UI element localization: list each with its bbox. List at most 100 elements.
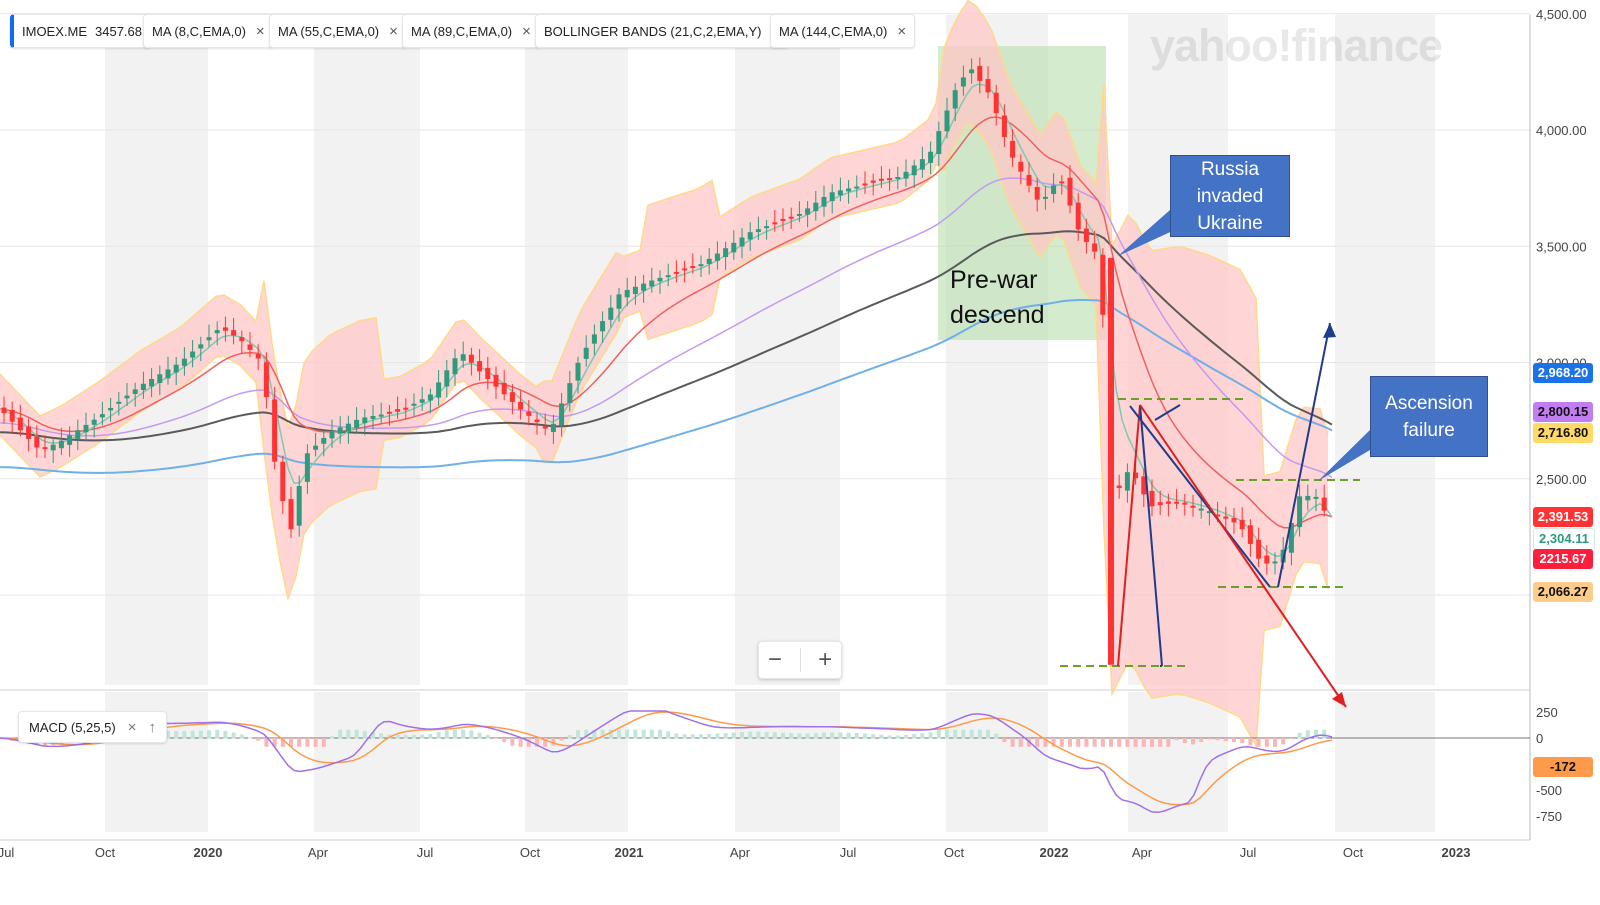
macd-histogram-bar xyxy=(617,729,621,739)
macd-histogram-bar xyxy=(674,733,679,739)
macd-histogram-bar xyxy=(1174,738,1179,741)
macd-histogram-bar xyxy=(543,738,548,747)
quarter-band-macd xyxy=(314,692,420,832)
candle-body xyxy=(723,248,729,258)
macd-histogram-bar xyxy=(723,733,728,739)
candle-body xyxy=(928,151,934,163)
candle-body xyxy=(1313,496,1319,499)
macd-pill[interactable]: MACD (5,25,5) × ↑ xyxy=(18,711,167,743)
candle-body xyxy=(362,417,368,424)
macd-histogram-bar xyxy=(1100,738,1105,747)
macd-histogram-bar xyxy=(559,738,564,741)
macd-histogram-bar xyxy=(690,734,695,739)
macd-histogram-bar xyxy=(1158,738,1163,747)
macd-histogram-bar xyxy=(362,731,367,739)
macd-histogram-bar xyxy=(682,734,687,739)
macd-histogram-bar xyxy=(1010,738,1015,747)
close-icon[interactable]: × xyxy=(389,22,398,40)
arrow-up-icon[interactable]: ↑ xyxy=(148,718,156,736)
zoom-out-button[interactable]: − xyxy=(767,646,782,673)
candle-body xyxy=(739,237,745,247)
candle-body xyxy=(1026,174,1032,186)
candle-body xyxy=(1018,161,1024,172)
candle-body xyxy=(91,419,97,425)
x-tick-label: Oct xyxy=(1343,845,1364,860)
close-icon[interactable]: × xyxy=(255,22,265,40)
close-icon[interactable]: × xyxy=(127,718,137,736)
candle-body xyxy=(895,177,901,180)
close-icon[interactable]: × xyxy=(522,22,531,40)
quarter-band-macd xyxy=(525,692,628,832)
candle-body xyxy=(993,92,999,114)
macd-histogram-bar xyxy=(584,729,589,739)
indicator-pill-ma89[interactable]: MA (89,C,EMA,0) × xyxy=(402,14,540,48)
macd-histogram-bar xyxy=(715,733,720,739)
macd-histogram-bar xyxy=(518,738,523,747)
candle-body xyxy=(985,79,991,93)
candle-body xyxy=(1,407,7,414)
x-tick-label: 2022 xyxy=(1040,845,1069,860)
indicator-pill-ma55[interactable]: MA (55,C,EMA,0) × xyxy=(269,14,407,48)
candle-body xyxy=(444,370,450,387)
candle-body xyxy=(1001,115,1007,137)
candle-body xyxy=(1165,501,1171,504)
candle-body xyxy=(805,208,811,215)
x-tick-label: 2020 xyxy=(194,845,223,860)
macd-histogram-bar xyxy=(797,733,802,739)
candle-body xyxy=(427,394,433,401)
candle-body xyxy=(1190,505,1196,508)
macd-histogram-bar xyxy=(239,734,244,739)
macd-histogram-bar xyxy=(805,733,810,739)
candle-body xyxy=(1206,511,1212,514)
candle-body xyxy=(1198,508,1204,511)
macd-y-tick: -750 xyxy=(1536,809,1562,824)
macd-histogram-bar xyxy=(748,731,753,739)
zoom-in-button[interactable]: + xyxy=(818,646,833,673)
candle-body xyxy=(460,354,466,361)
candle-body xyxy=(419,399,425,403)
macd-histogram-bar xyxy=(420,734,425,739)
x-tick-label: Jul xyxy=(840,845,857,860)
macd-histogram-bar xyxy=(576,730,580,739)
macd-histogram-bar xyxy=(477,732,482,739)
indicator-pill-ma144[interactable]: MA (144,C,EMA,0) × xyxy=(770,14,916,48)
zoom-divider xyxy=(799,648,801,672)
macd-histogram-bar xyxy=(436,732,441,739)
macd-histogram-bar xyxy=(231,732,236,739)
blue-stub2 xyxy=(1154,404,1181,421)
candle-body xyxy=(1116,485,1122,489)
candle-body xyxy=(173,364,179,373)
x-tick-label: Oct xyxy=(95,845,116,860)
macd-histogram-bar xyxy=(887,735,892,739)
candle-body xyxy=(1100,254,1106,315)
candle-body xyxy=(280,461,286,502)
macd-histogram-bar xyxy=(658,729,662,739)
price-badge: -172 xyxy=(1533,757,1593,777)
candle-body xyxy=(567,383,573,403)
macd-histogram-bar xyxy=(838,732,843,739)
macd-histogram-bar xyxy=(666,731,671,739)
macd-histogram-bar xyxy=(936,729,941,739)
macd-histogram-bar xyxy=(346,729,351,739)
candle-body xyxy=(788,216,794,219)
macd-histogram-bar xyxy=(190,730,195,739)
macd-y-tick: 0 xyxy=(1536,731,1543,746)
price-badge: 2,800.15 xyxy=(1533,402,1593,422)
x-tick-label: Apr xyxy=(308,845,329,860)
candle-body xyxy=(485,367,491,380)
indicator-pill-bollinger[interactable]: BOLLINGER BANDS (21,C,2,EMA,Y) × xyxy=(535,14,790,48)
macd-histogram-bar xyxy=(822,732,826,739)
ticker-pill[interactable]: IMOEX.ME 3457.68 xyxy=(10,14,152,48)
y-tick-label: 2,500.00 xyxy=(1536,472,1587,487)
candle-body xyxy=(731,242,737,253)
candle-body xyxy=(518,401,524,410)
close-icon[interactable]: × xyxy=(897,22,907,40)
macd-histogram-bar xyxy=(772,732,777,739)
macd-histogram-bar xyxy=(969,729,974,739)
indicator-pill-ma8[interactable]: MA (8,C,EMA,0) × xyxy=(143,14,274,48)
macd-histogram-bar xyxy=(731,732,736,739)
macd-histogram-bar xyxy=(895,735,900,739)
macd-histogram-bar xyxy=(1273,738,1277,747)
